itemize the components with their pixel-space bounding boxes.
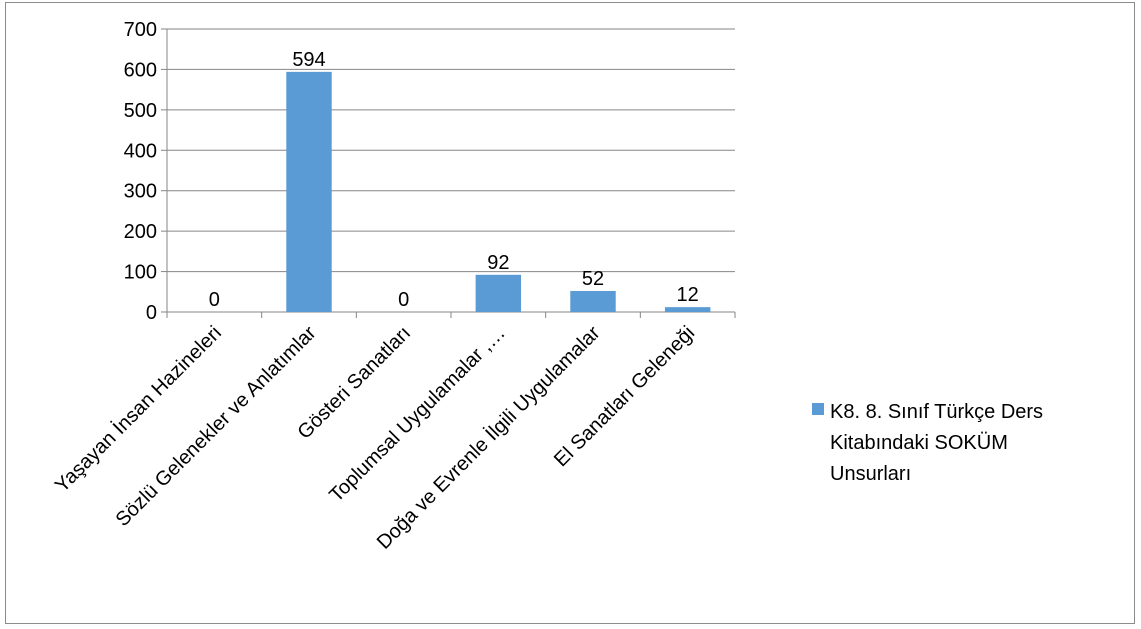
data-label: 594 [292,49,325,71]
y-tick-label: 600 [124,59,157,81]
y-tick-label: 300 [124,181,157,203]
y-tick-label: 400 [124,140,157,162]
legend-swatch [812,403,824,415]
x-category-label: Sözlü Gelenekler ve Anlatımlar [112,322,321,531]
data-labels: 0 594 0 92 52 12 [209,49,699,311]
x-category-label: Yaşayan İnsan Hazineleri [50,321,226,497]
data-label: 12 [677,284,699,306]
data-label: 92 [487,252,509,274]
chart-frame [5,2,1135,624]
data-label: 0 [398,289,409,311]
y-tick-labels: 0 100 200 300 400 500 600 700 [124,19,157,324]
x-category-label: Toplumsal Uygulamalar ,… [325,322,510,507]
y-tick-label: 500 [124,100,157,122]
y-tick-label: 700 [124,19,157,41]
legend-label-line-3: Unsurları [830,463,911,485]
legend: K8. 8. Sınıf Türkçe Ders Kitabındaki SOK… [812,401,1043,485]
axes [161,28,736,318]
bar [570,290,616,312]
bar [664,307,711,312]
gridlines [167,28,735,273]
data-label: 0 [209,289,220,311]
y-tick-label: 200 [124,221,157,243]
y-tick-label: 100 [124,262,157,284]
bar [475,274,522,312]
legend-label-line-1: K8. 8. Sınıf Türkçe Ders [830,401,1043,423]
bar [286,71,332,313]
y-tick-label: 0 [146,302,157,324]
bars [286,71,711,313]
legend-label-line-2: Kitabındaki SOKÜM [830,432,1008,454]
data-label: 52 [582,268,604,290]
